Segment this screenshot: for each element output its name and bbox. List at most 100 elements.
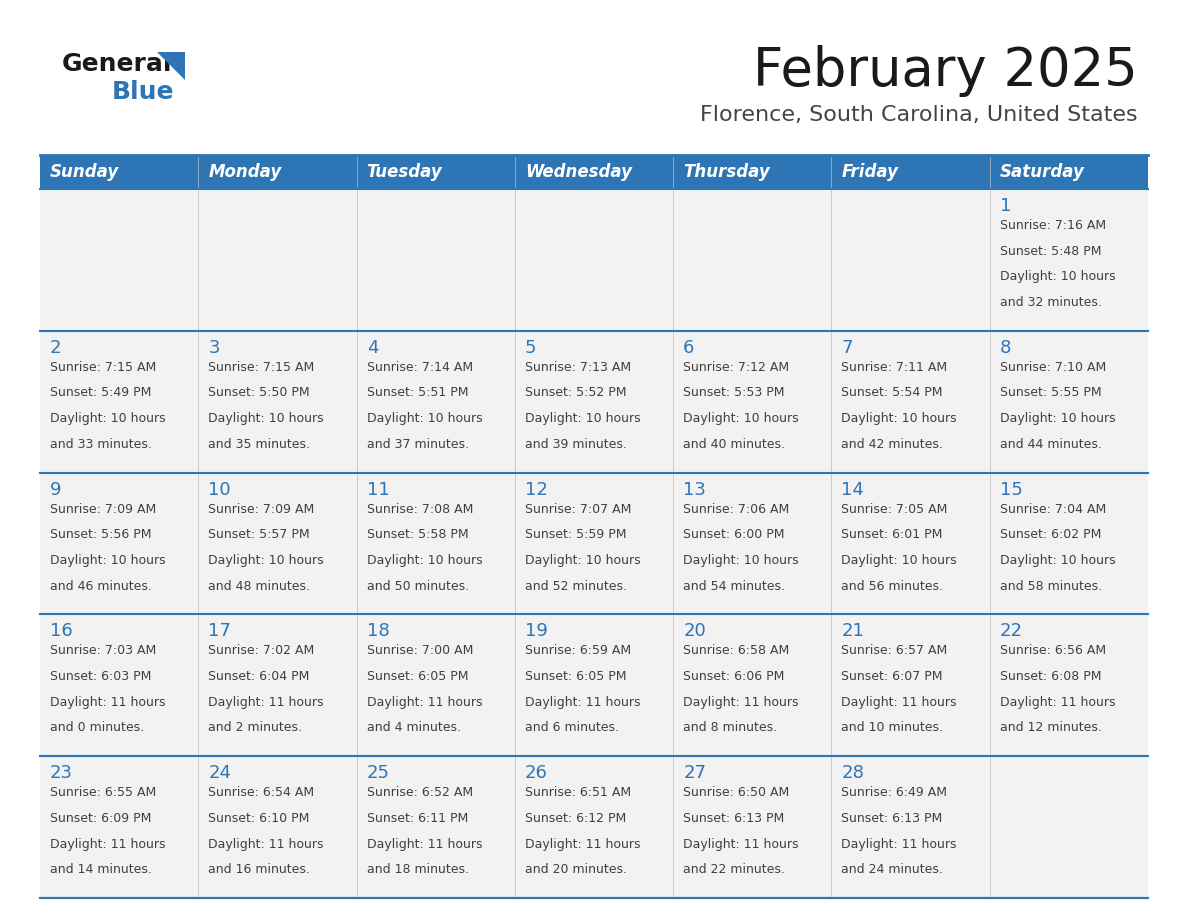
Text: Sunrise: 6:52 AM: Sunrise: 6:52 AM [367, 786, 473, 800]
Text: Sunset: 6:03 PM: Sunset: 6:03 PM [50, 670, 151, 683]
Text: 7: 7 [841, 339, 853, 357]
Text: and 20 minutes.: and 20 minutes. [525, 863, 627, 876]
Text: 12: 12 [525, 481, 548, 498]
Text: and 58 minutes.: and 58 minutes. [1000, 579, 1101, 593]
Text: and 8 minutes.: and 8 minutes. [683, 722, 777, 734]
Text: and 39 minutes.: and 39 minutes. [525, 438, 627, 451]
Text: 20: 20 [683, 622, 706, 641]
Text: and 6 minutes.: and 6 minutes. [525, 722, 619, 734]
Text: and 16 minutes.: and 16 minutes. [208, 863, 310, 876]
FancyBboxPatch shape [40, 189, 1148, 330]
Text: Sunrise: 6:55 AM: Sunrise: 6:55 AM [50, 786, 157, 800]
Text: Florence, South Carolina, United States: Florence, South Carolina, United States [701, 105, 1138, 125]
Text: 10: 10 [208, 481, 230, 498]
Text: Monday: Monday [208, 163, 282, 181]
Text: Daylight: 10 hours: Daylight: 10 hours [683, 412, 798, 425]
Text: Sunrise: 7:09 AM: Sunrise: 7:09 AM [208, 502, 315, 516]
Text: Sunset: 6:02 PM: Sunset: 6:02 PM [1000, 528, 1101, 542]
Text: Sunset: 5:55 PM: Sunset: 5:55 PM [1000, 386, 1101, 399]
Text: Daylight: 11 hours: Daylight: 11 hours [50, 837, 165, 851]
Text: 14: 14 [841, 481, 865, 498]
Text: Daylight: 10 hours: Daylight: 10 hours [525, 412, 640, 425]
Text: Sunrise: 7:09 AM: Sunrise: 7:09 AM [50, 502, 157, 516]
Text: Sunrise: 7:16 AM: Sunrise: 7:16 AM [1000, 219, 1106, 232]
Text: Sunrise: 7:05 AM: Sunrise: 7:05 AM [841, 502, 948, 516]
Text: Sunrise: 7:03 AM: Sunrise: 7:03 AM [50, 644, 157, 657]
Text: Sunset: 6:12 PM: Sunset: 6:12 PM [525, 812, 626, 825]
Text: Daylight: 10 hours: Daylight: 10 hours [525, 554, 640, 567]
Text: 22: 22 [1000, 622, 1023, 641]
Text: and 12 minutes.: and 12 minutes. [1000, 722, 1101, 734]
Text: Sunset: 5:51 PM: Sunset: 5:51 PM [367, 386, 468, 399]
Text: Blue: Blue [112, 80, 175, 104]
Text: Sunset: 5:50 PM: Sunset: 5:50 PM [208, 386, 310, 399]
Text: Sunrise: 7:02 AM: Sunrise: 7:02 AM [208, 644, 315, 657]
Text: Daylight: 11 hours: Daylight: 11 hours [841, 837, 956, 851]
Text: 24: 24 [208, 764, 232, 782]
Text: Sunset: 6:00 PM: Sunset: 6:00 PM [683, 528, 784, 542]
Text: Sunset: 6:06 PM: Sunset: 6:06 PM [683, 670, 784, 683]
Text: Daylight: 11 hours: Daylight: 11 hours [367, 696, 482, 709]
Text: Daylight: 10 hours: Daylight: 10 hours [208, 554, 324, 567]
Text: Sunrise: 7:15 AM: Sunrise: 7:15 AM [50, 361, 157, 374]
Text: Sunrise: 7:07 AM: Sunrise: 7:07 AM [525, 502, 631, 516]
Text: Sunset: 6:05 PM: Sunset: 6:05 PM [367, 670, 468, 683]
Text: Daylight: 11 hours: Daylight: 11 hours [208, 837, 324, 851]
Text: Daylight: 11 hours: Daylight: 11 hours [367, 837, 482, 851]
Text: 28: 28 [841, 764, 865, 782]
FancyBboxPatch shape [40, 614, 1148, 756]
Text: Saturday: Saturday [1000, 163, 1085, 181]
Text: and 46 minutes.: and 46 minutes. [50, 579, 152, 593]
Text: Daylight: 11 hours: Daylight: 11 hours [841, 696, 956, 709]
Text: Wednesday: Wednesday [525, 163, 632, 181]
Text: Sunrise: 7:04 AM: Sunrise: 7:04 AM [1000, 502, 1106, 516]
Text: 2: 2 [50, 339, 62, 357]
Text: 16: 16 [50, 622, 72, 641]
Text: Sunset: 5:52 PM: Sunset: 5:52 PM [525, 386, 626, 399]
Text: 27: 27 [683, 764, 706, 782]
Text: 21: 21 [841, 622, 865, 641]
Text: 15: 15 [1000, 481, 1023, 498]
Text: and 24 minutes.: and 24 minutes. [841, 863, 943, 876]
Text: Sunrise: 6:59 AM: Sunrise: 6:59 AM [525, 644, 631, 657]
Text: Sunset: 6:11 PM: Sunset: 6:11 PM [367, 812, 468, 825]
Text: and 18 minutes.: and 18 minutes. [367, 863, 468, 876]
Text: 13: 13 [683, 481, 706, 498]
FancyBboxPatch shape [40, 330, 1148, 473]
Text: Thursday: Thursday [683, 163, 770, 181]
Text: 4: 4 [367, 339, 378, 357]
Text: and 35 minutes.: and 35 minutes. [208, 438, 310, 451]
Text: Sunset: 5:58 PM: Sunset: 5:58 PM [367, 528, 468, 542]
Text: and 56 minutes.: and 56 minutes. [841, 579, 943, 593]
Text: 6: 6 [683, 339, 695, 357]
FancyBboxPatch shape [40, 155, 1148, 189]
Text: 25: 25 [367, 764, 390, 782]
Text: and 52 minutes.: and 52 minutes. [525, 579, 627, 593]
Text: 23: 23 [50, 764, 72, 782]
Text: Sunrise: 7:12 AM: Sunrise: 7:12 AM [683, 361, 789, 374]
Text: 1: 1 [1000, 197, 1011, 215]
Text: Sunset: 6:04 PM: Sunset: 6:04 PM [208, 670, 310, 683]
Polygon shape [157, 52, 185, 80]
Text: Sunrise: 7:11 AM: Sunrise: 7:11 AM [841, 361, 948, 374]
Text: Sunrise: 7:10 AM: Sunrise: 7:10 AM [1000, 361, 1106, 374]
Text: Sunset: 6:07 PM: Sunset: 6:07 PM [841, 670, 943, 683]
Text: Sunrise: 6:51 AM: Sunrise: 6:51 AM [525, 786, 631, 800]
Text: Sunrise: 7:00 AM: Sunrise: 7:00 AM [367, 644, 473, 657]
Text: Daylight: 10 hours: Daylight: 10 hours [50, 554, 165, 567]
Text: Sunset: 6:05 PM: Sunset: 6:05 PM [525, 670, 626, 683]
Text: General: General [62, 52, 172, 76]
Text: Daylight: 10 hours: Daylight: 10 hours [1000, 270, 1116, 284]
Text: Sunset: 5:49 PM: Sunset: 5:49 PM [50, 386, 151, 399]
Text: Sunset: 6:09 PM: Sunset: 6:09 PM [50, 812, 151, 825]
Text: 8: 8 [1000, 339, 1011, 357]
Text: and 37 minutes.: and 37 minutes. [367, 438, 468, 451]
Text: Daylight: 11 hours: Daylight: 11 hours [50, 696, 165, 709]
Text: Sunrise: 6:57 AM: Sunrise: 6:57 AM [841, 644, 948, 657]
Text: and 4 minutes.: and 4 minutes. [367, 722, 461, 734]
Text: Sunrise: 6:49 AM: Sunrise: 6:49 AM [841, 786, 947, 800]
Text: Daylight: 10 hours: Daylight: 10 hours [367, 554, 482, 567]
Text: Sunrise: 6:50 AM: Sunrise: 6:50 AM [683, 786, 789, 800]
Text: and 50 minutes.: and 50 minutes. [367, 579, 469, 593]
Text: Sunrise: 7:15 AM: Sunrise: 7:15 AM [208, 361, 315, 374]
